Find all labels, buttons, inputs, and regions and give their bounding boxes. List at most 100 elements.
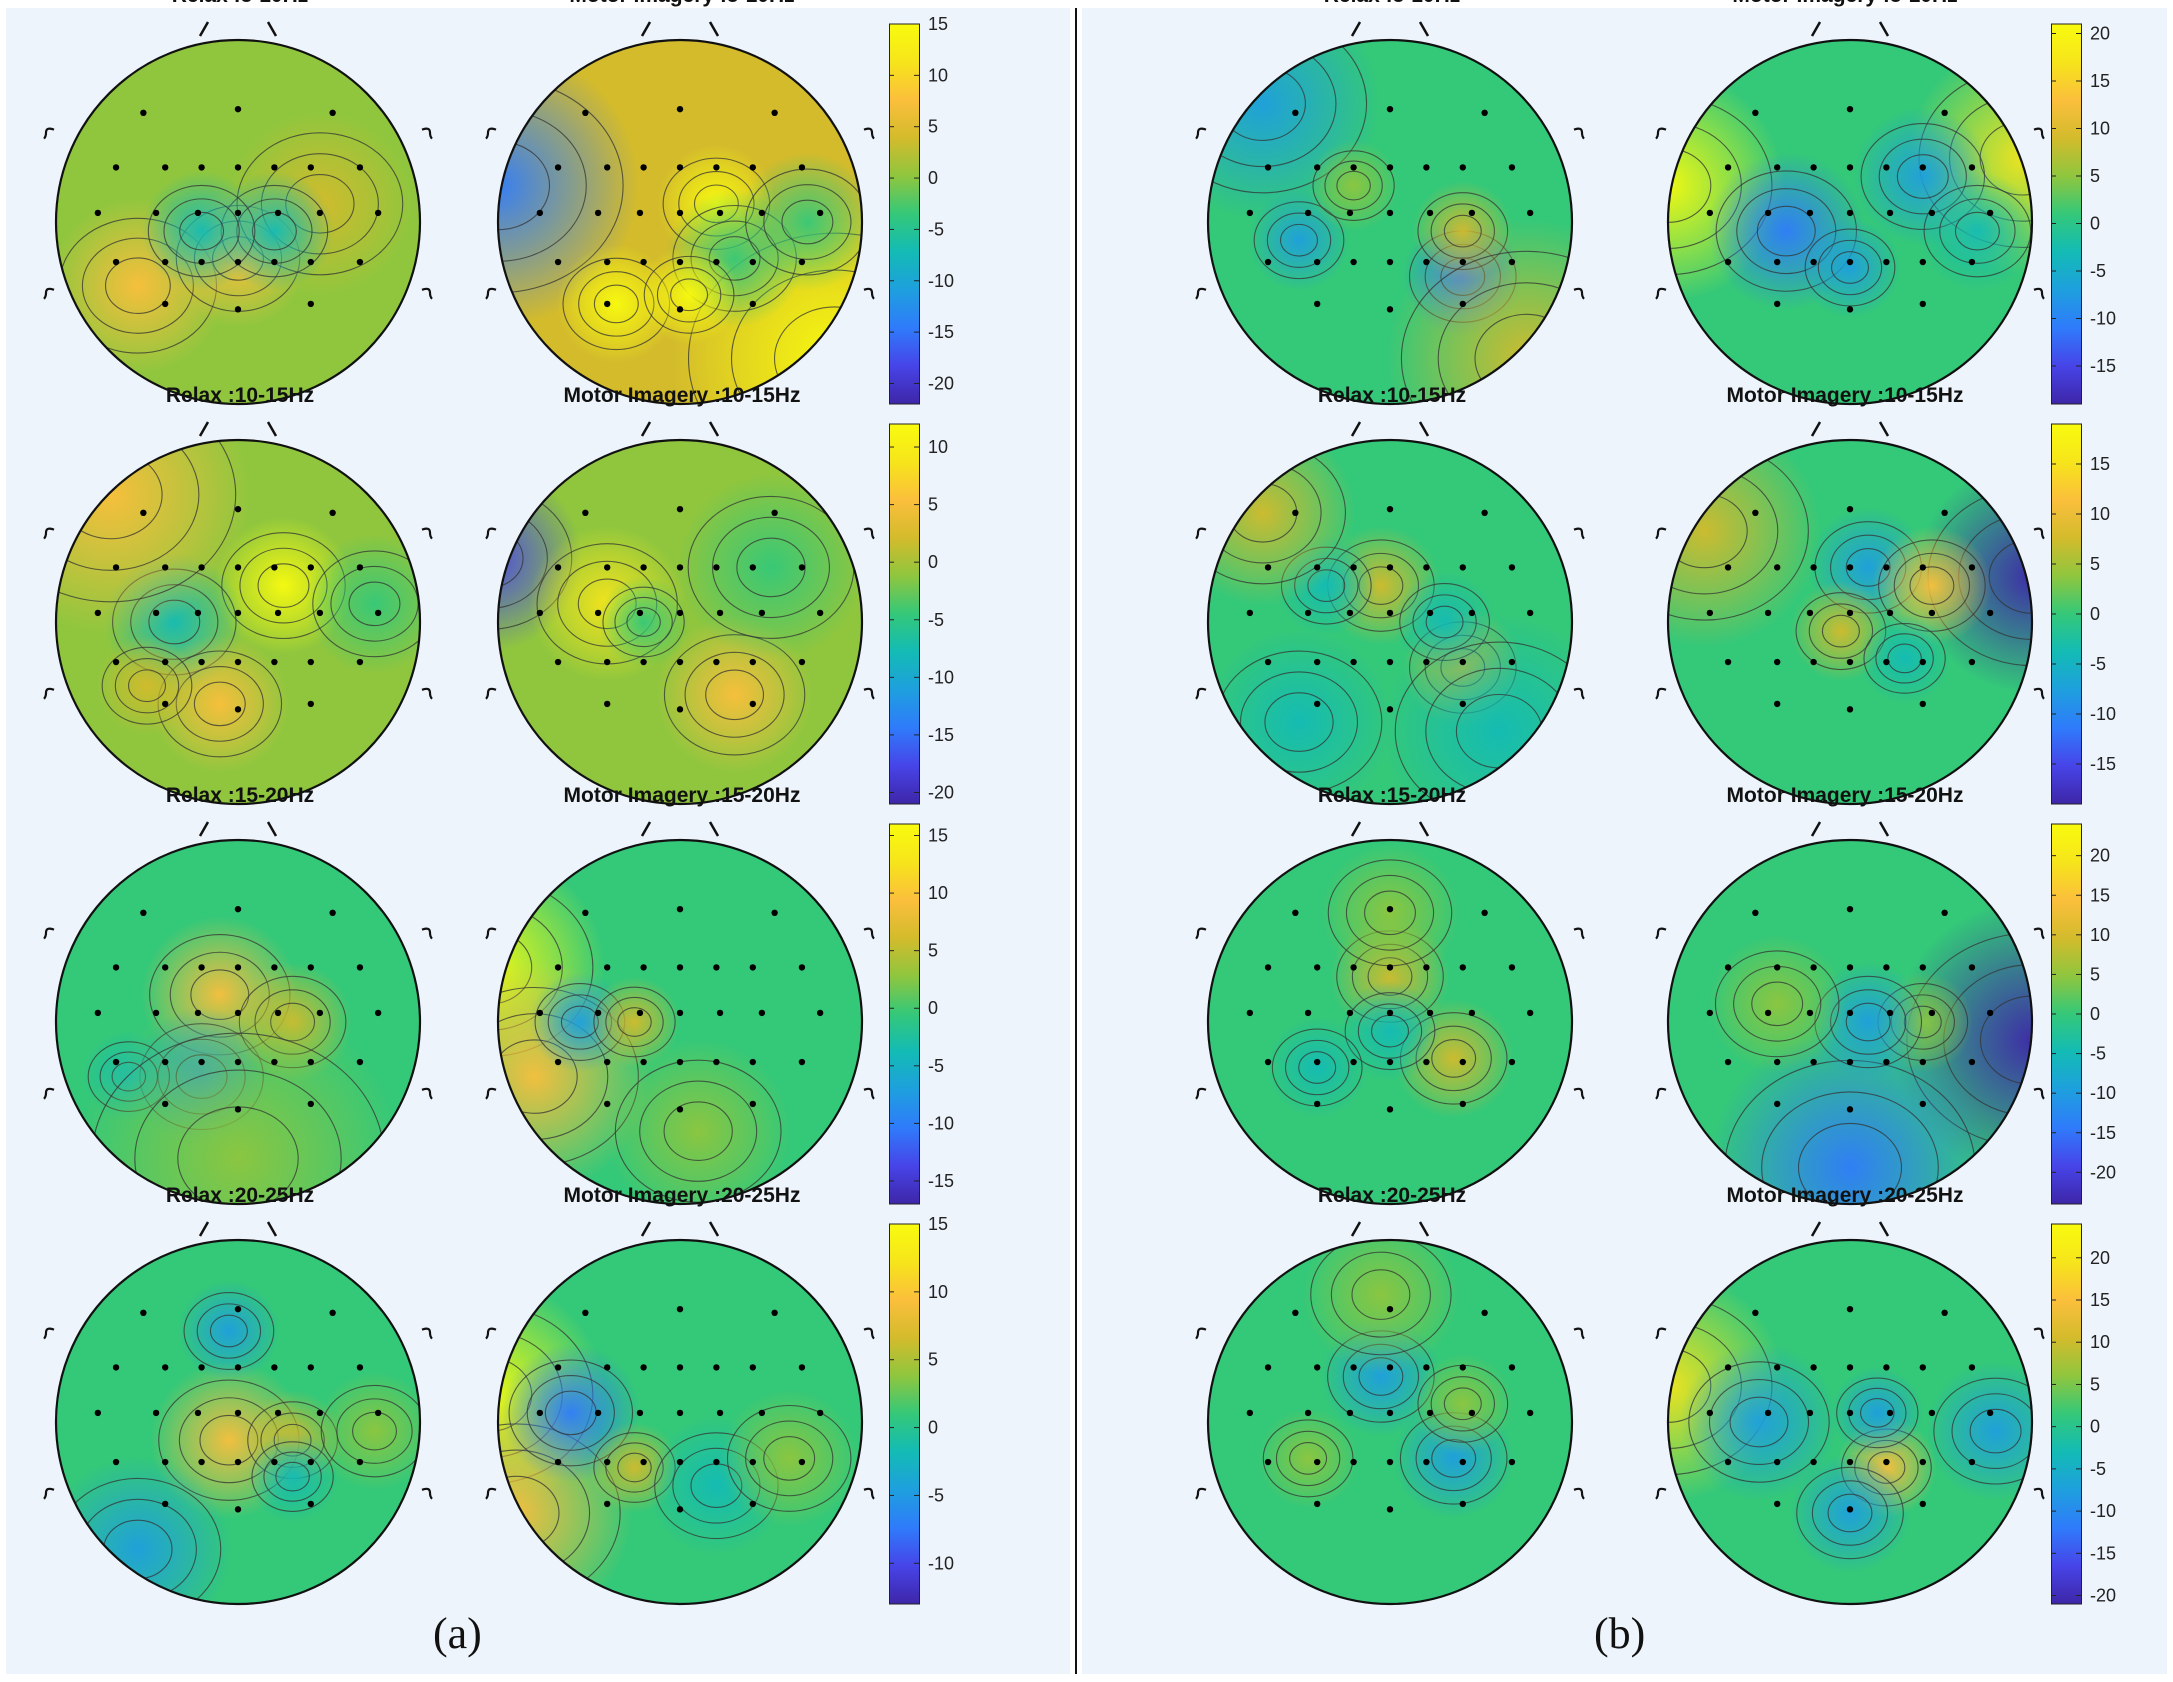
panel-a-row-2-relax-electrode [271, 564, 278, 571]
panel-a-row-1-motor-imagery-ear-icon [485, 287, 497, 300]
panel-b-row-4-relax-electrode [1526, 1409, 1534, 1417]
panel-b-row-1-colorbar-tick-label: 15 [2090, 71, 2110, 91]
panel-b-row-2-motor-imagery-electrode [1846, 658, 1854, 666]
panel-b-row-1-relax-contour-line [1208, 40, 1368, 194]
panel-a-row-1-relax-electrode [162, 258, 169, 266]
panel-a-row-3-relax-electrode [162, 964, 169, 971]
panel-a-row-4-motor-imagery-electrode [636, 1409, 644, 1417]
panel-b-row-1-relax-head-outline [1206, 38, 1574, 406]
panel-a-row-1-motor-imagery-electrode [554, 258, 562, 266]
panel-a-row-3-motor-imagery-electrode [640, 1058, 647, 1066]
panel-b-row-2-relax-ear-icon [1195, 687, 1207, 700]
panel-a-row-1-motor-imagery-contour-line [643, 255, 735, 334]
panel-b-row-3-relax-electrode [1350, 964, 1357, 971]
panel-b-row-1-motor-imagery-contour-line [1896, 154, 1949, 199]
panel-a-row-3-relax-title: Relax :15-20Hz [165, 784, 315, 807]
panel-a-row-1-relax-electrode [198, 258, 205, 266]
panel-a-row-4-relax-electrode [112, 1458, 120, 1466]
panel-b-row-4-relax-ear-icon [1573, 1327, 1585, 1340]
panel-b-row-2-motor-imagery-electrode [1774, 658, 1781, 666]
panel-b-row-3-motor-imagery-title: Motor Imagery :15-20Hz [1726, 784, 1964, 807]
panel-a-row-4-motor-imagery-ear-icon [863, 1487, 875, 1500]
panel-b-row-4-motor-imagery-activity-region [1790, 1453, 1910, 1573]
panel-a-row-4-relax-contour-line [263, 1451, 322, 1502]
panel-b-row-2-motor-imagery-electrode [1928, 609, 1936, 617]
panel-b-row-1-motor-imagery-head-outline [1666, 38, 2034, 406]
panel-b-row-2-relax-contour-line [1264, 692, 1334, 752]
panel-b-row-1-relax-electrode [1304, 209, 1312, 217]
panel-a-row-1-colorbar-tick-label: 10 [928, 65, 948, 85]
panel-a-row-3-motor-imagery-electrode [676, 1058, 684, 1066]
panel-b-row-4-relax-electrode [1459, 1500, 1466, 1508]
panel-a-row-2-motor-imagery-activity-region [678, 474, 862, 661]
panel-b-row-1-motor-imagery-electrode [1846, 306, 1854, 313]
panel-a-row-2-motor-imagery-electrode [713, 658, 720, 666]
panel-b-row-4-relax-ear-icon [1195, 1487, 1207, 1500]
panel-a-row-3-colorbar: 15 10 5 0 -5 -10 -15 [889, 823, 954, 1205]
panel-b-row-3-colorbar-tick-label: -20 [2090, 1162, 2116, 1182]
panel-a-row-2-relax-electrode [234, 706, 242, 713]
panel-b-row-2-colorbar-tick-label: 5 [2090, 554, 2100, 574]
panel-b-row-3-motor-imagery-electrode [1846, 1058, 1854, 1066]
panel-b-row-3-motor-imagery-contour-line [1845, 1002, 1891, 1042]
panel-b-row-2-motor-imagery-electrode [1706, 609, 1714, 617]
panel-a-row-1-relax-electrode [356, 164, 364, 171]
panel-b-row-2-relax-electrode [1508, 564, 1516, 571]
panel-b-row-4-motor-imagery-ear-icon [1655, 1327, 1667, 1340]
panel-a-row-2-relax-contour-line [56, 440, 237, 603]
panel-a-row-1-motor-imagery-electrode [716, 209, 724, 217]
panel-a-row-3-relax-electrode [140, 909, 147, 916]
panel-b-row-1-relax-electrode [1426, 209, 1434, 217]
panel-a-row-1-relax-electrode [329, 109, 336, 117]
panel-b-row-4-motor-imagery-contour-line [1933, 1377, 2032, 1485]
panel-b-row-1-relax-electrode [1264, 164, 1272, 171]
panel-b-row-2-relax-ear-icon [1573, 527, 1585, 540]
panel-b-row-4-relax-electrode [1314, 1500, 1321, 1508]
panel-a-row-2-motor-imagery-title: Motor Imagery :10-15Hz [563, 384, 801, 407]
panel-b-row-2-motor-imagery-electrode [1968, 564, 1976, 571]
panel-b-row-2-relax-electrode [1304, 609, 1312, 617]
panel-b-row-1-motor-imagery-electrode [1774, 164, 1781, 171]
panel-b-row-2-relax-activity-region [1208, 440, 1356, 606]
panel-b-row-1-colorbar: 20 15 10 5 0 -5 -10 -15 [2051, 23, 2116, 405]
panel-b-row-3-relax-electrode [1314, 1100, 1321, 1108]
panel-a-row-3-motor-imagery-contour-line [605, 996, 664, 1048]
panel-a-row-3-relax-electrode [198, 1058, 205, 1066]
panel-b-row-3-relax-contour-line [1345, 874, 1435, 951]
panel-b-row-1-relax-nose-icon [1350, 21, 1430, 37]
panel-b-row-4-motor-imagery-head-outline [1666, 1238, 2034, 1606]
panel-b-row-1-motor-imagery-ear-icon [1655, 127, 1667, 140]
panel-b-row-2-relax-nose-icon [1350, 421, 1430, 437]
panel-a-row-2-motor-imagery-ear-icon [863, 687, 875, 700]
panel-a-row-2-relax-electrode [356, 564, 364, 571]
panel-b-row-1-relax-electrode [1386, 164, 1394, 171]
panel-b-row-2-relax-electrode [1386, 658, 1394, 666]
panel-b-row-1-relax-electrode [1459, 258, 1466, 266]
panel-a-row-2-motor-imagery-electrode [604, 700, 611, 708]
panel-a-row-4-relax-electrode [307, 1364, 314, 1371]
panel-a-row-1-relax-contour-line [179, 211, 225, 251]
panel-b-row-2-motor-imagery-electrode [1810, 658, 1817, 666]
panel-b-row-4-relax-activity-region [1257, 1408, 1359, 1509]
panel-a-row-2-colorbar-tick-label: 5 [928, 495, 938, 515]
panel-a-row-1-motor-imagery-electrode [798, 164, 806, 171]
panel-a-row-1-motor-imagery-electrode [676, 258, 684, 266]
panel-b-row-4-motor-imagery-electrode [1986, 1409, 1994, 1417]
panel-b-row-1-colorbar-tick-label: 0 [2090, 214, 2100, 234]
panel-b-row-2-motor-imagery-ear-icon [2033, 687, 2045, 700]
panel-b-row-1-relax-electrode [1246, 209, 1254, 217]
panel-a-row-2-relax-electrode [234, 658, 242, 666]
panel-a-row-4-relax-electrode [356, 1364, 364, 1371]
panel-b-row-4-colorbar-tick-label: 10 [2090, 1332, 2110, 1352]
panel-a-row-4-relax-electrode [234, 1364, 242, 1371]
panel-b-label: (b) [1594, 1609, 1646, 1658]
panel-b-row-3-colorbar-tick-label: -15 [2090, 1123, 2116, 1143]
panel-b-row-1-motor-imagery-electrode [1919, 258, 1926, 266]
panel-a-row-3-motor-imagery-ear-icon [863, 927, 875, 940]
panel-b-row-2-relax-electrode [1468, 609, 1476, 617]
panel-b-row-2-relax-electrode [1292, 509, 1299, 516]
panel-a-row-4-motor-imagery-electrode [749, 1500, 756, 1508]
panel-a-row-4-relax-electrode [356, 1458, 364, 1466]
panel-a-row-2-relax-electrode [198, 658, 205, 666]
panel-b-row-1-relax-contour-line [1336, 170, 1371, 201]
